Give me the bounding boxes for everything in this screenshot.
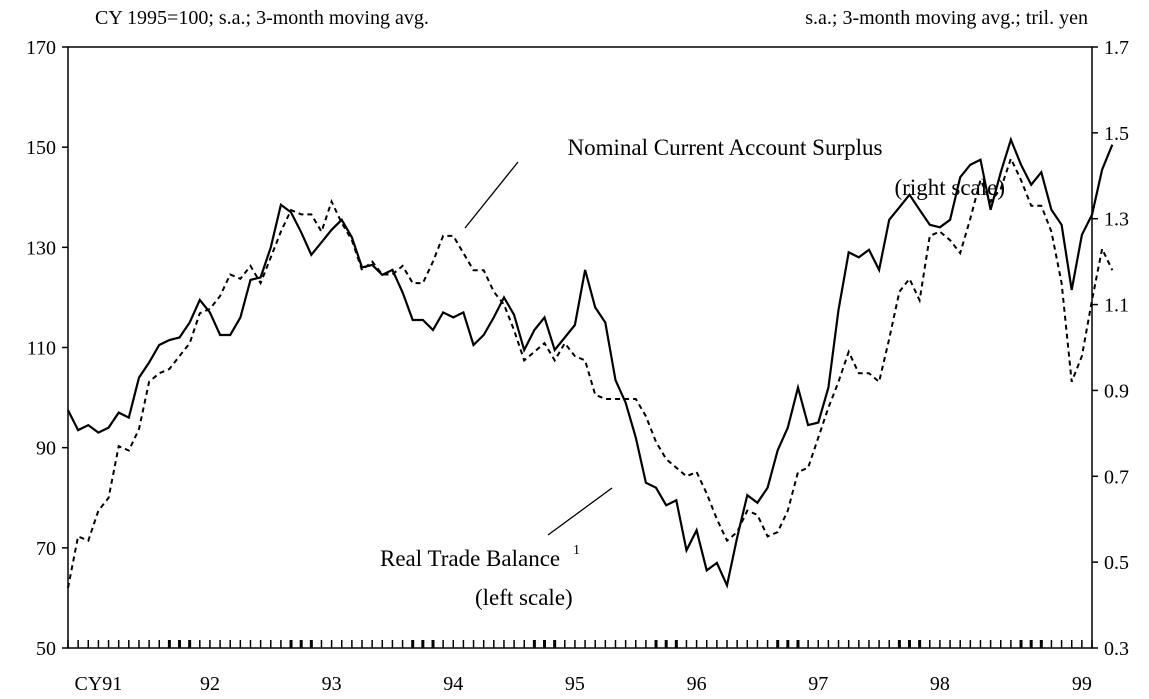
pointer xyxy=(547,487,613,536)
y-tick-label: 50 xyxy=(36,638,56,660)
y-tick-label: 90 xyxy=(36,438,56,460)
y-tick-label: 150 xyxy=(26,137,56,159)
x-tick-label: 92 xyxy=(200,673,220,695)
y2-tick-label: 1.1 xyxy=(1104,295,1129,317)
left-axis-note: CY 1995=100; s.a.; 3-month moving avg. xyxy=(95,7,429,29)
x-tick-label: 98 xyxy=(930,673,950,695)
y2-tick-label: 0.5 xyxy=(1104,552,1129,574)
x-tick-label: 95 xyxy=(565,673,585,695)
annotation-sup: 1 xyxy=(573,543,580,558)
annotation: Nominal Current Account Surplus xyxy=(568,135,883,160)
x-tick-label: 94 xyxy=(443,673,463,695)
y-tick-label: 130 xyxy=(26,237,56,259)
y2-tick-label: 1.7 xyxy=(1104,37,1129,59)
y2-tick-label: 0.9 xyxy=(1104,380,1129,402)
x-tick-label: 97 xyxy=(808,673,828,695)
x-tick-label: 99 xyxy=(1072,673,1092,695)
series-line xyxy=(67,136,1114,589)
x-tick-label: CY91 xyxy=(75,673,123,695)
right-axis-note: s.a.; 3-month moving avg.; tril. yen xyxy=(805,7,1088,29)
y-tick-label: 110 xyxy=(27,338,56,360)
annotation-sub: (right scale) xyxy=(895,175,1005,200)
series-line xyxy=(67,155,1114,589)
annotation: Real Trade Balance xyxy=(380,546,560,571)
y-tick-label: 70 xyxy=(36,538,56,560)
y2-tick-label: 0.3 xyxy=(1104,638,1129,660)
pointer xyxy=(464,161,519,229)
x-tick-label: 96 xyxy=(687,673,707,695)
y2-tick-label: 1.5 xyxy=(1104,123,1129,145)
y-tick-label: 170 xyxy=(26,37,56,59)
annotation-sub: (left scale) xyxy=(475,585,573,610)
x-tick-label: 93 xyxy=(322,673,342,695)
y2-tick-label: 1.3 xyxy=(1104,209,1129,231)
y2-tick-label: 0.7 xyxy=(1104,466,1129,488)
